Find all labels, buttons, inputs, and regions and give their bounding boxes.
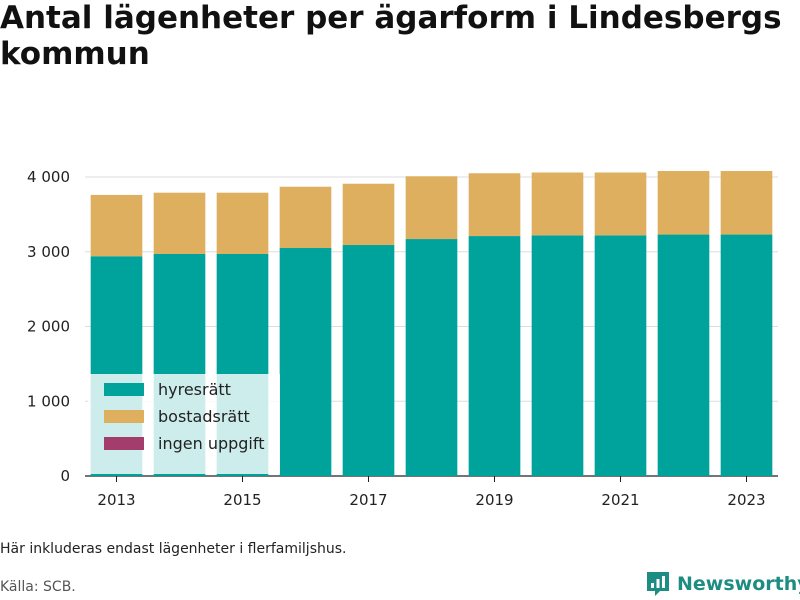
bar-segment bbox=[279, 248, 332, 476]
bar-segment bbox=[90, 194, 143, 257]
bar-segment bbox=[216, 192, 269, 254]
legend-label: bostadsrätt bbox=[158, 407, 250, 426]
y-tick-label: 0 bbox=[60, 467, 70, 485]
footnote: Här inkluderas endast lägenheter i flerf… bbox=[0, 541, 347, 557]
y-tick-label: 4 000 bbox=[27, 168, 70, 186]
y-tick-label: 3 000 bbox=[27, 243, 70, 261]
legend-swatch bbox=[104, 437, 144, 450]
newsworthy-logo-icon bbox=[647, 572, 669, 596]
x-tick-label: 2021 bbox=[601, 491, 639, 509]
bar-segment bbox=[720, 234, 773, 476]
x-tick-label: 2023 bbox=[727, 491, 765, 509]
legend: hyresrätt bostadsrätt ingen uppgift bbox=[88, 374, 280, 474]
bar-segment bbox=[153, 192, 206, 254]
x-tick-label: 2019 bbox=[475, 491, 513, 509]
bar-segment bbox=[594, 235, 647, 476]
y-axis-tick-labels: 0 1 000 2 000 3 000 4 000 bbox=[27, 168, 70, 485]
brand-name: Newsworthy bbox=[677, 573, 800, 595]
legend-label: ingen uppgift bbox=[158, 434, 265, 453]
chart-title: Antal lägenheter per ägarform i Lindesbe… bbox=[0, 0, 782, 72]
bar-segment bbox=[342, 245, 395, 476]
bar-segment bbox=[531, 235, 584, 476]
legend-swatch bbox=[104, 410, 144, 423]
y-tick-label: 1 000 bbox=[27, 392, 70, 410]
x-tick-label: 2017 bbox=[349, 491, 387, 509]
bar-segment bbox=[657, 171, 710, 235]
brand-logo: Newsworthy bbox=[645, 569, 800, 599]
bar-segment bbox=[468, 236, 521, 476]
bar-segment bbox=[279, 186, 332, 249]
legend-swatch bbox=[104, 383, 144, 396]
legend-label: hyresrätt bbox=[158, 380, 231, 399]
bar-segment bbox=[657, 234, 710, 476]
source-note: Källa: SCB. bbox=[0, 579, 76, 595]
y-tick-label: 2 000 bbox=[27, 318, 70, 336]
x-axis-tick-labels: 2013 2015 2017 2019 2021 2023 bbox=[97, 476, 766, 509]
bar-segment bbox=[342, 183, 395, 246]
bar-segment bbox=[405, 239, 458, 476]
bar-segment bbox=[720, 171, 773, 235]
x-tick-label: 2015 bbox=[223, 491, 261, 509]
bar-segment bbox=[405, 176, 458, 240]
bar-segment bbox=[594, 172, 647, 236]
bar-segment bbox=[468, 173, 521, 237]
x-tick-label: 2013 bbox=[97, 491, 135, 509]
bar-segment bbox=[531, 172, 584, 236]
